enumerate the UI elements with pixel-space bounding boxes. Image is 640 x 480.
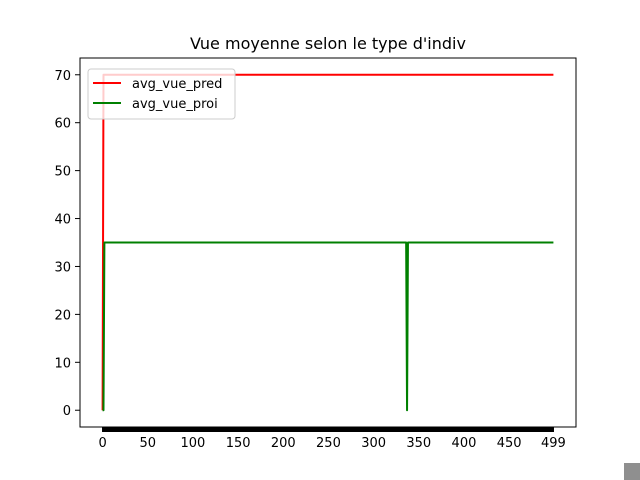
- x-axis: 0 50 100 150 200 250 300 350 400 450 499: [98, 427, 566, 451]
- x-tick-label: 499: [541, 436, 566, 451]
- legend-label: avg_vue_proi: [132, 97, 218, 112]
- x-tick-label: 150: [226, 436, 251, 451]
- x-tick-label: 100: [181, 436, 206, 451]
- y-axis: 0 10 20 30 40 50 60 70: [54, 69, 80, 419]
- y-tick-label: 50: [54, 165, 71, 180]
- y-tick-label: 10: [54, 356, 71, 371]
- x-tick-label: 450: [497, 436, 522, 451]
- y-tick-label: 30: [54, 260, 71, 275]
- corner-box: [624, 463, 640, 480]
- x-tick-label: 350: [406, 436, 431, 451]
- x-tick-label: 250: [316, 436, 341, 451]
- y-tick-label: 60: [54, 117, 71, 132]
- legend-label: avg_vue_pred: [132, 77, 222, 92]
- x-tick-label: 50: [139, 436, 156, 451]
- series-line-avg_vue_proi: [102, 241, 554, 412]
- x-tick-label: 0: [98, 436, 106, 451]
- y-tick-label: 40: [54, 213, 71, 228]
- x-tick-label: 400: [452, 436, 477, 451]
- legend-box: [87, 68, 236, 120]
- y-tick-label: 70: [54, 69, 71, 84]
- y-tick-label: 0: [63, 404, 71, 419]
- x-tick-label: 200: [271, 436, 296, 451]
- legend: avg_vue_pred avg_vue_proi: [87, 68, 236, 120]
- x-tick-label: 300: [361, 436, 386, 451]
- chart-title: Vue moyenne selon le type d'indiv: [190, 34, 466, 53]
- y-tick-label: 20: [54, 308, 71, 323]
